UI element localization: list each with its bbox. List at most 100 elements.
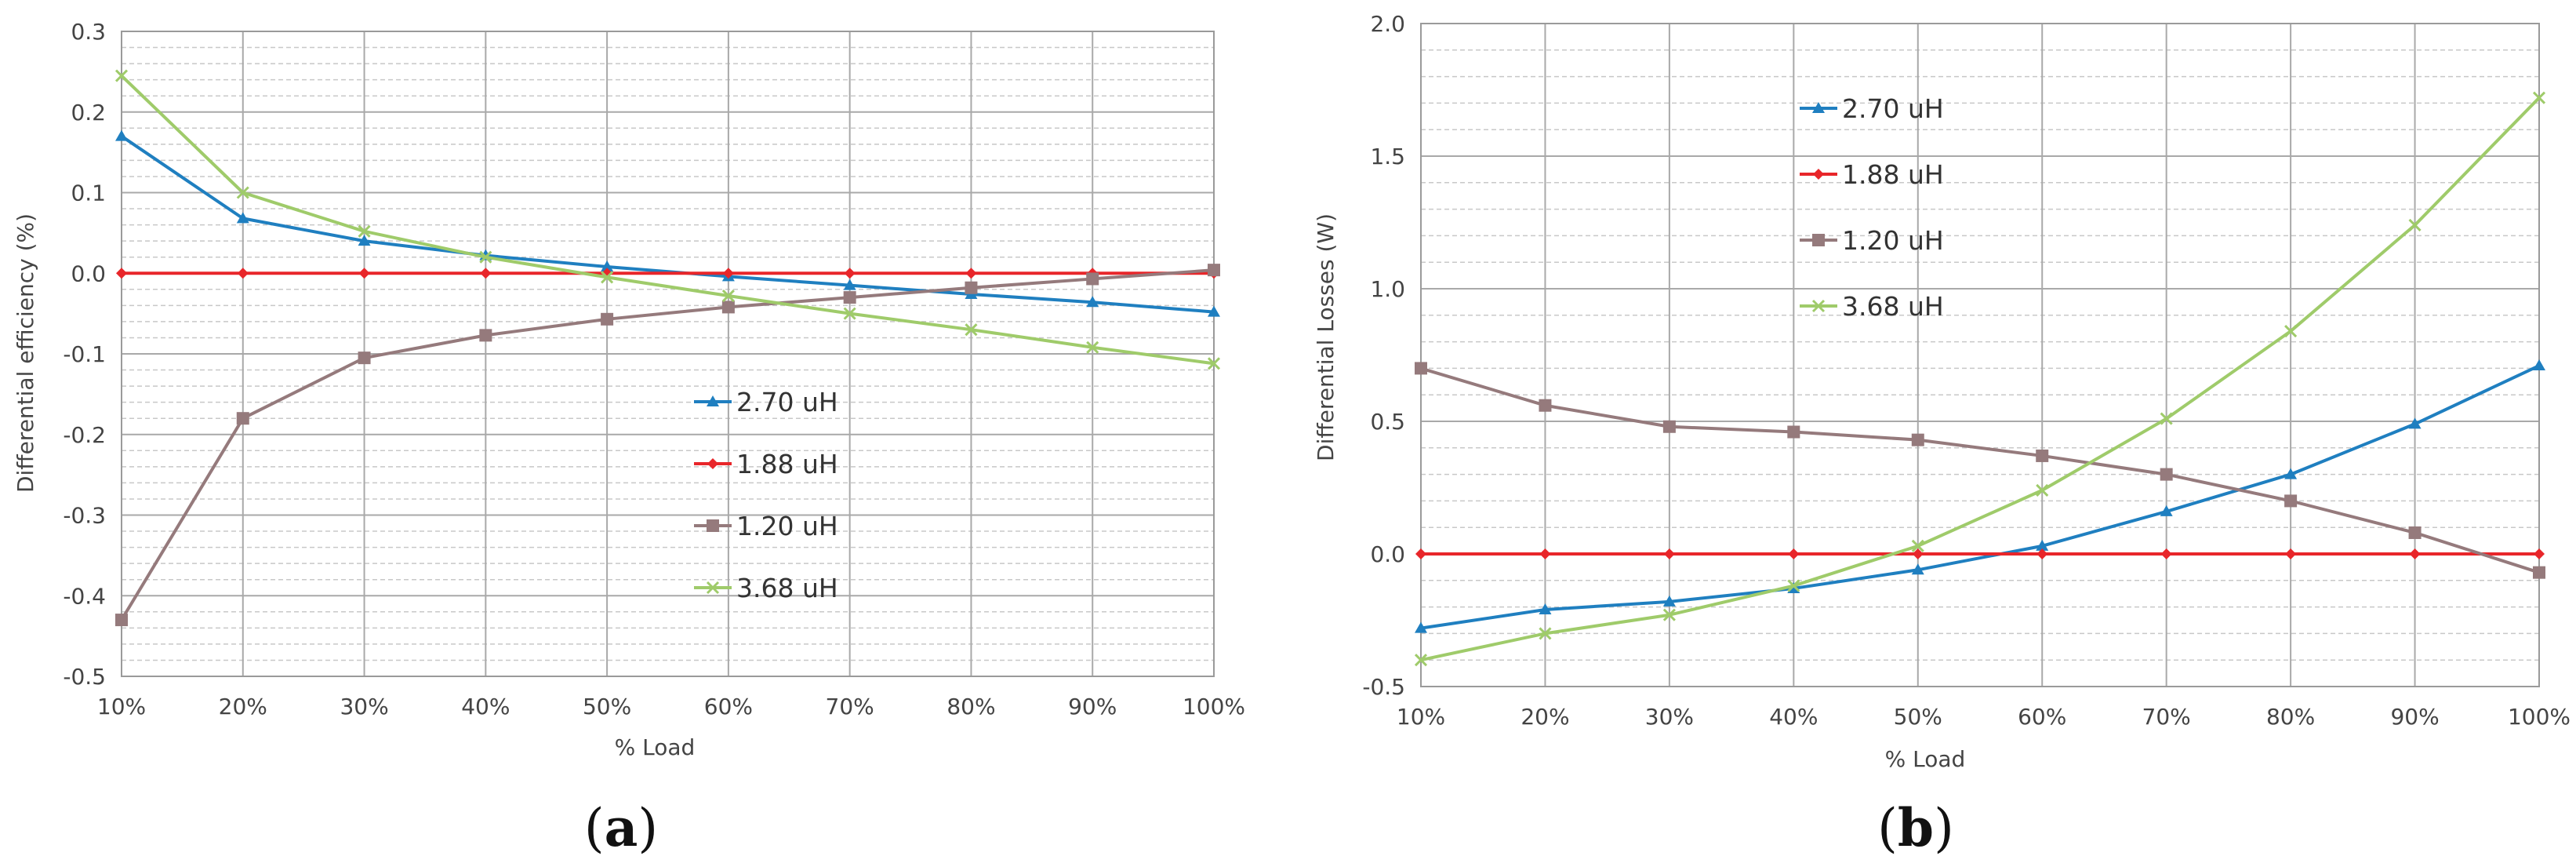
chart-a-legend-label-3: 3.68 uH — [736, 573, 838, 603]
chart-b-series-1-point — [1539, 548, 1551, 559]
chart-b-ytick-label: 1.0 — [1370, 276, 1405, 302]
chart-b-series-2-point — [1911, 433, 1924, 446]
chart-b-legend-marker-3 — [1811, 299, 1826, 313]
chart-b-series-2-point — [2036, 449, 2049, 462]
chart-a-legend-marker-2 — [707, 519, 719, 532]
chart-a-xtick-label: 20% — [219, 694, 267, 719]
chart-b-ylabel: Differential Losses (W) — [1313, 213, 1339, 461]
chart-b-ytick-label: 0.0 — [1370, 541, 1405, 567]
chart-b-series-line-2 — [1420, 366, 2540, 574]
chart-a-ytick-label: -0.1 — [63, 341, 106, 367]
chart-b-legend-marker-1 — [1813, 169, 1824, 180]
chart-a-series-2-point — [236, 412, 249, 425]
chart-a-series-2-point — [1208, 264, 1220, 277]
chart-b-series-2-point — [1539, 399, 1552, 412]
chart-a-xtick-label: 70% — [826, 694, 874, 719]
chart-a-series-1-point — [722, 268, 734, 279]
chart-b-xtick-label: 30% — [1645, 704, 1694, 730]
chart-b-series-2-point — [1787, 425, 1800, 439]
chart-a-xtick-label: 40% — [461, 694, 510, 719]
chart-a-series-2-point — [479, 329, 492, 342]
chart-b-series-0-point — [2533, 359, 2545, 371]
chart-a-legend-marker-1 — [707, 458, 718, 469]
chart-b-series-3-point — [2160, 412, 2173, 425]
caption-part: ( — [1877, 798, 1898, 858]
chart-a-series-1-point — [358, 268, 370, 279]
chart-b-series-3-point — [2532, 91, 2546, 104]
chart-a-frame — [121, 31, 1215, 677]
chart-b-series-2-point — [1662, 420, 1676, 433]
caption-part: a — [605, 797, 638, 858]
chart-a-series-1-point — [480, 268, 492, 279]
chart-a-series-3-point — [236, 186, 249, 199]
chart-a-series-0-point — [1208, 305, 1220, 317]
chart-a-series-3-point — [965, 323, 978, 337]
chart-b-xtick-label: 70% — [2142, 704, 2191, 730]
chart-a-series-0-point — [115, 129, 128, 141]
chart-a-xtick-label: 80% — [946, 694, 995, 719]
chart-b-xtick-label: 50% — [1894, 704, 1942, 730]
chart-b-legend-label-3: 3.68 uH — [1842, 291, 1944, 322]
chart-b-series-0-point — [2284, 468, 2298, 479]
chart-a-series-1-point — [116, 268, 127, 279]
chart-b-series-1-point — [2409, 548, 2421, 559]
chart-a-legend-marker-0 — [707, 395, 719, 406]
chart-a-series-3-point — [1086, 341, 1099, 354]
chart-a-legend-marker-3 — [706, 581, 720, 595]
chart-a-series-0-point — [236, 212, 249, 224]
chart-a-series-0-point — [843, 279, 856, 290]
chart-a-xtick-label: 10% — [97, 694, 146, 719]
chart-b-series-0-point — [1539, 603, 1552, 614]
chart-a-series-line-3 — [120, 75, 1215, 366]
caption-part: b — [1898, 797, 1934, 858]
chart-a-series-2-point — [358, 352, 371, 365]
chart-b-series-2-point — [2408, 526, 2422, 539]
chart-a-legend-label-1: 1.88 uH — [736, 449, 838, 479]
chart-a-series-2-point — [1086, 272, 1099, 286]
chart-b-xtick-label: 10% — [1397, 704, 1445, 730]
chart-b-series-line-0 — [1420, 364, 2540, 630]
chart-b-series-2-point — [1415, 362, 1427, 375]
chart-b-series-1-point — [1663, 548, 1675, 559]
chart-b-series-3-point — [2284, 325, 2298, 338]
chart-b: 2.0 1.5 1.0 0.5 0.0 -0.5 10% 20% 30% 40% 50% 60% 70%… — [1313, 11, 2571, 858]
chart-a-xtick-label: 90% — [1068, 694, 1117, 719]
chart-a-series-1-point — [237, 268, 249, 279]
chart-b-xtick-label: 80% — [2266, 704, 2315, 730]
chart-a-ytick-label: -0.3 — [63, 503, 106, 529]
chart-b-series-1-point — [2160, 548, 2172, 559]
chart-b-ticks: 2.0 1.5 1.0 0.5 0.0 -0.5 10% 20% 30% 40% 50% 60% 70%… — [1362, 11, 2571, 730]
chart-b-series-2-point — [2160, 468, 2173, 481]
chart-a-ytick-label: 0.3 — [71, 19, 106, 45]
chart-b-series-3-point — [2036, 483, 2049, 497]
chart-b-series-0-point — [1911, 563, 1924, 575]
chart-a-legend: 2.70 uH 1.88 uH 1.20 uH 3.68 uH — [694, 387, 838, 603]
chart-a-series-0-point — [601, 260, 614, 272]
chart-b-ytick-label: 1.5 — [1370, 144, 1405, 169]
chart-a-series-line-2 — [120, 268, 1215, 621]
caption-part: ( — [584, 798, 605, 858]
chart-b-grid — [1420, 23, 2540, 687]
chart-a-series-1-point — [844, 268, 856, 279]
chart-b-series-0-point — [2036, 539, 2049, 551]
chart-b-series-1-point — [1415, 548, 1426, 559]
chart-b-series-3-point — [1911, 539, 1924, 552]
chart-b-series-3-point — [1662, 608, 1676, 621]
chart-a-series-2-point — [965, 281, 978, 294]
caption-part: ) — [638, 798, 658, 858]
chart-a-caption-text: (a) — [584, 797, 658, 858]
chart-a-ytick-label: 0.1 — [71, 180, 106, 206]
chart-b-xtick-label: 20% — [1521, 704, 1569, 730]
chart-a-series-line-0 — [120, 134, 1215, 314]
chart-b-legend: 2.70 uH 1.88 uH 1.20 uH 3.68 uH — [1800, 93, 1944, 322]
chart-b-ytick-label: 0.5 — [1370, 409, 1405, 435]
chart-a-series-0-point — [358, 235, 371, 246]
chart-b-series-line-3 — [1420, 97, 2541, 662]
chart-b-xtick-label: 100% — [2508, 704, 2571, 730]
chart-b-xtick-label: 90% — [2390, 704, 2439, 730]
chart-a-xtick-label: 50% — [583, 694, 631, 719]
chart-a-legend-label-2: 1.20 uH — [736, 511, 838, 541]
chart-a-series-2-point — [115, 614, 128, 627]
chart-a-xlabel: % Load — [615, 734, 696, 760]
chart-b-frame — [1420, 23, 2540, 687]
